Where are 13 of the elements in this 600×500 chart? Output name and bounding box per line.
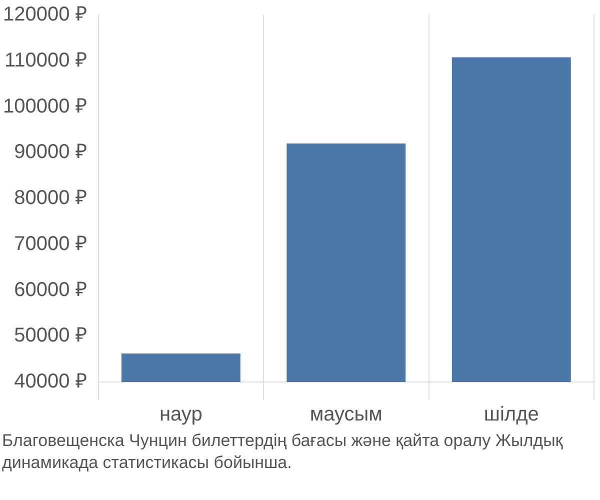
y-tick-label: 100000 ₽ — [3, 95, 88, 118]
y-tick-label: 110000 ₽ — [4, 49, 88, 72]
x-tick-label: маусым — [310, 404, 382, 426]
y-tick-label: 90000 ₽ — [14, 141, 88, 164]
text: Благовещенска Чунцин билеттердің бағасы және қайта оралу Жылдық динамикада статистикасы бойынша. — [2, 430, 564, 474]
y-tick-label: 50000 ₽ — [14, 324, 88, 347]
y-tick-label: 60000 ₽ — [14, 278, 88, 301]
y-tick-label: 120000 ₽ — [3, 4, 88, 26]
x-tick-label: наур — [159, 404, 202, 426]
y-tick-label: 40000 ₽ — [14, 370, 88, 393]
y-tick-label: 80000 ₽ — [14, 187, 88, 210]
x-tick-label: шілде — [484, 404, 539, 426]
y-tick-label: 70000 ₽ — [14, 232, 88, 255]
